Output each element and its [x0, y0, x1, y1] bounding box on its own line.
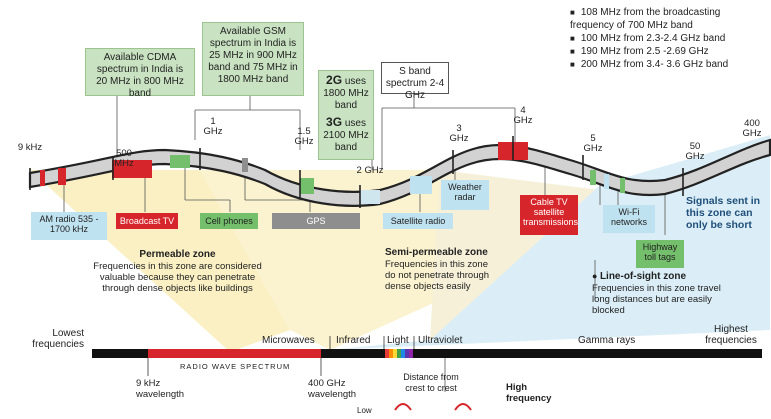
freq-3ghz: 3 GHz: [449, 123, 469, 144]
high-frequency-label: High frequency: [506, 382, 552, 404]
broadcast-tv-label: Broadcast TV: [116, 213, 178, 229]
ultraviolet-label: Ultraviolet: [418, 335, 463, 346]
microwaves-label: Microwaves: [262, 335, 315, 346]
wave-band: [28, 138, 771, 207]
legend-item: 190 MHz from 2.5 -2.69 GHz: [570, 45, 765, 58]
2g-3g-callout: 2G uses 1800 MHz band 3G uses 2100 MHz b…: [318, 70, 374, 160]
legend-item: 108 MHz from the broadcasting frequency …: [570, 6, 765, 32]
wavelength-9khz-label: 9 kHz wavelength: [136, 378, 185, 400]
lowest-frequencies-label: Lowest frequencies: [32, 328, 84, 350]
freq-400ghz: 400 GHz: [742, 118, 762, 139]
semi-permeable-zone-title: Semi-permeable zone: [385, 247, 488, 258]
low-label: Low: [357, 406, 372, 415]
highest-frequencies-label: Highest frequencies: [705, 324, 757, 346]
sband-callout: S band spectrum 2-4 GHz: [381, 62, 449, 101]
radio-wave-spectrum-label: RADIO WAVE SPECTRUM: [180, 362, 291, 371]
infrared-label: Infrared: [336, 335, 371, 346]
distance-label: Distance from crest to crest: [403, 372, 459, 393]
los-zone-title: ● Line-of-sight zone: [592, 271, 687, 282]
semi-permeable-zone: Semi-permeable zone Frequencies in this …: [385, 247, 497, 292]
3g-label: 3G: [326, 115, 343, 129]
permeable-zone-title: Permeable zone: [139, 249, 216, 260]
2g-text: uses 1800 MHz band: [323, 76, 369, 111]
freq-9khz: 9 kHz: [17, 142, 43, 153]
satellite-radio-label: Satellite radio: [383, 213, 453, 229]
wavelength-400ghz-label: 400 GHz wavelength: [308, 378, 357, 400]
cdma-callout: Available CDMA spectrum in India is 20 M…: [85, 48, 195, 99]
band-segments: [40, 142, 625, 204]
legend-item: 100 MHz from 2.3-2.4 GHz band: [570, 32, 765, 45]
spectrum-bar-black: [92, 349, 762, 358]
freq-4ghz: 4 GHz: [513, 105, 533, 126]
freq-1-5ghz: 1.5 GHz: [294, 126, 314, 147]
toll-tags-label: Highway toll tags: [636, 240, 684, 268]
freq-2ghz: 2 GHz: [356, 165, 384, 176]
visible-light-segment: [385, 349, 413, 358]
los-zone: ● Line-of-sight zone Frequencies in this…: [592, 270, 732, 316]
3g-text: uses 2100 MHz band: [323, 118, 369, 153]
weather-radar-label: Weather radar: [441, 180, 489, 210]
wifi-label: Wi-Fi networks: [603, 205, 655, 233]
gps-label: GPS: [272, 213, 360, 229]
light-label: Light: [387, 335, 409, 346]
freq-5ghz: 5 GHz: [583, 133, 603, 154]
legend-item: 200 MHz from 3.4- 3.6 GHz band: [570, 58, 765, 71]
legend: 108 MHz from the broadcasting frequency …: [570, 6, 765, 71]
permeable-zone: Permeable zone Frequencies in this zone …: [90, 249, 265, 294]
freq-1ghz: 1 GHz: [203, 116, 223, 137]
freq-500mhz: 500 MHz: [114, 148, 134, 169]
am-radio-label: AM radio 535 - 1700 kHz: [31, 212, 107, 240]
cable-tv-label: Cable TV satellite transmissions: [520, 195, 578, 235]
cell-phones-label: Cell phones: [200, 213, 258, 229]
los-zone-text: Frequencies in this zone travel long dis…: [592, 283, 721, 316]
gsm-callout: Available GSM spectrum in India is 25 MH…: [202, 22, 304, 96]
2g-label: 2G: [326, 73, 343, 87]
gamma-rays-label: Gamma rays: [578, 335, 636, 346]
semi-permeable-zone-area: [200, 170, 440, 350]
permeable-zone-text: Frequencies in this zone are considered …: [93, 261, 262, 294]
freq-50ghz: 50 GHz: [685, 141, 705, 162]
radio-wave-segment: [148, 349, 321, 358]
short-zone-text: Signals sent in this zone can only be sh…: [686, 195, 761, 231]
semi-permeable-zone-text: Frequencies in this zone do not penetrat…: [385, 259, 490, 292]
